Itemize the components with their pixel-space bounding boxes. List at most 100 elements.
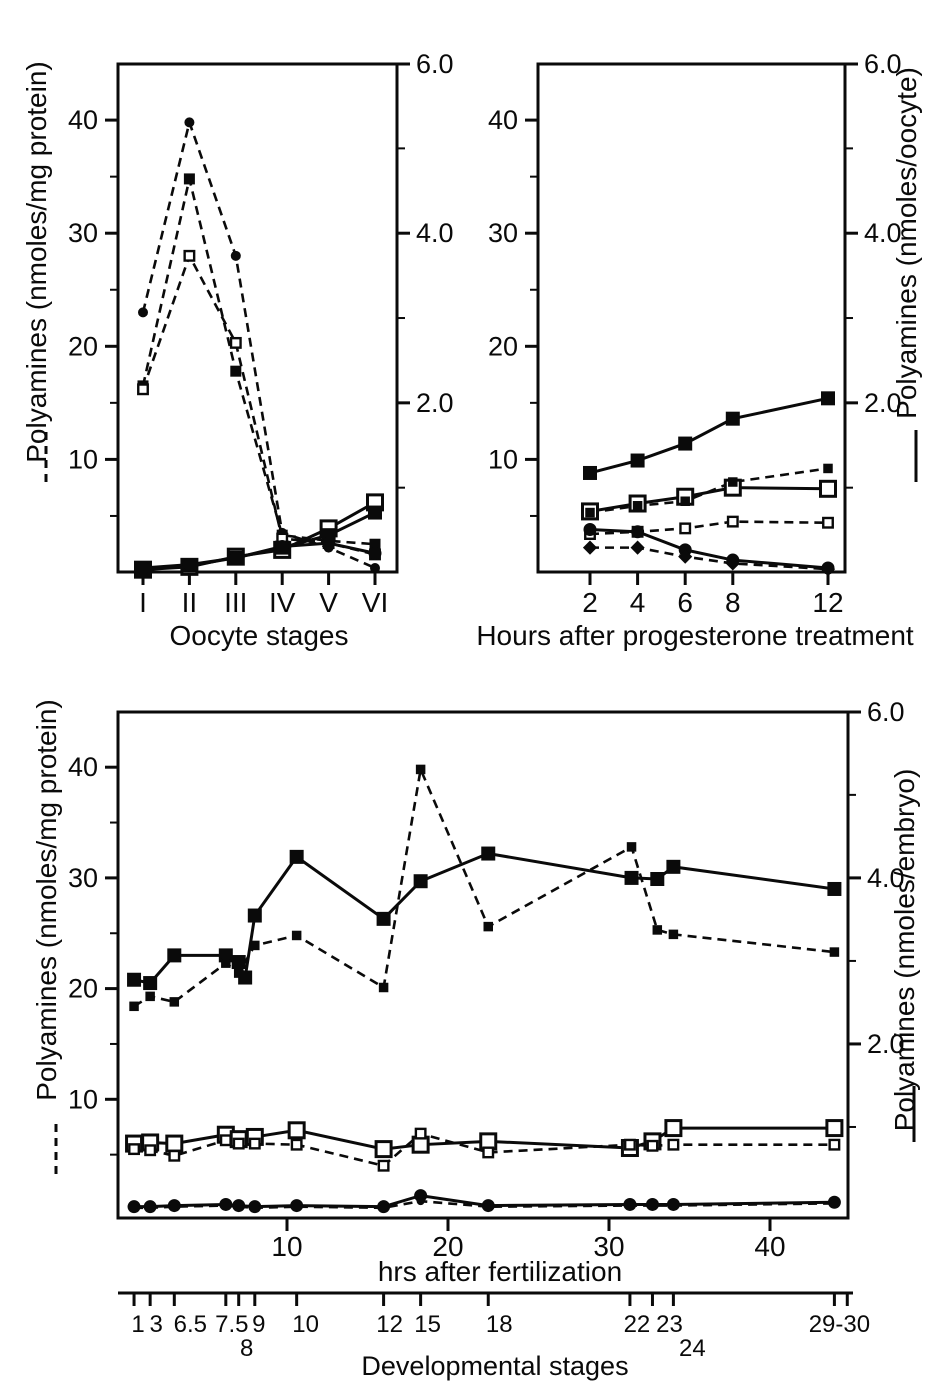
marker-diamond-filled-small [820,562,836,577]
x-tick-label: 20 [432,1231,463,1262]
marker-circle-filled-large [182,558,196,572]
marker-circle-filled-small [625,1201,634,1210]
y-left-tick-label: 10 [68,444,98,474]
marker-square-open-large [374,1140,393,1159]
marker-square-filled-large [666,859,681,874]
marker-square-filled-small [626,842,637,852]
marker-square-filled-large [289,849,304,864]
marker-square-filled-small [680,496,690,506]
marker-square-open-small [219,1134,232,1147]
marker-square-filled-medium [183,173,195,185]
marker-square-open-small [229,336,242,349]
marker-square-filled-large [231,955,246,970]
marker-circle-filled-large [368,546,382,560]
y-right-tick-label: 6.0 [867,697,905,727]
x-tick-label: 2 [582,587,598,618]
marker-square-filled-small [728,477,738,487]
marker-square-filled-small [129,1001,139,1012]
y-left-tick-label: 40 [68,752,98,782]
marker-square-open-small [414,1127,427,1140]
x-tick-label: 4 [630,587,646,618]
marker-circle-filled-large [631,525,645,539]
marker-square-filled-small [652,925,663,935]
marker-square-filled-large [650,872,665,887]
x-tick-label: 8 [725,587,741,618]
y-left-tick-label: 40 [488,105,518,135]
marker-square-open-small [137,383,149,396]
x-tick-label: II [182,587,198,618]
marker-square-open-small [290,1138,303,1151]
stage-tick-label: 8 [240,1335,253,1362]
y-right-tick-label: 6.0 [864,49,902,79]
marker-circle-filled-small [130,1203,139,1212]
stage-tick-label: 15 [414,1311,441,1338]
stage-tick-label: 1 [131,1311,144,1338]
y-right-tick-label: 2.0 [416,388,454,418]
marker-square-filled-small [823,463,833,474]
marker-circle-filled-large [275,539,289,553]
stage-tick-label: 3 [149,1311,162,1338]
x-tick-label: V [319,587,338,618]
marker-square-open-small [623,1138,636,1151]
y-left-axis-title: Polyamines (nmoles/mg protein) [31,699,62,1101]
marker-square-open-small [144,1144,157,1157]
marker-square-filled-large [481,846,496,861]
y-right-tick-label: 2.0 [867,1029,905,1059]
x-tick-label: 10 [271,1231,302,1262]
marker-square-filled-large [368,505,382,520]
oocyte-stages-panel-dashed-filled-circle-line [141,117,376,570]
progesterone-panel-dashed-filled-diamond-line [590,546,829,571]
marker-circle-filled-small [379,1203,388,1212]
marker-square-filled-large [583,465,597,480]
marker-circle-filled-medium [370,562,380,573]
marker-circle-filled-small [292,1202,301,1211]
marker-square-filled-small [829,947,840,957]
marker-diamond-filled-small [582,540,598,555]
y-right-axis-title: Polyamines (nmoles/embryo) [889,769,920,1132]
marker-square-filled-large [143,976,158,991]
oocyte-stages-panel-dashed-open-square-line [141,252,376,556]
oocyte-stages-panel-dashed-filled-square-line [141,178,376,546]
stage-tick-label: 22 [624,1311,651,1338]
marker-square-filled-small [378,982,389,993]
marker-circle-filled-large [136,561,150,575]
marker-square-open-small [679,522,692,535]
marker-square-filled-small [221,958,231,968]
marker-circle-filled-small [416,1197,425,1206]
marker-circle-filled-small [146,1203,155,1212]
marker-square-open-small [183,249,196,262]
y-right-tick-label: 4.0 [867,863,905,893]
y-right-tick-label: 6.0 [416,49,454,79]
x-tick-label: III [224,587,247,618]
marker-square-open-small [822,516,834,529]
marker-square-filled-large [821,391,835,406]
x-axis-title: Oocyte stages [170,620,349,651]
y-right-tick-label: 2.0 [864,388,902,418]
y-right-tick-label: 4.0 [864,218,902,248]
marker-diamond-filled-small [725,556,740,571]
oocyte-stages-panel-solid-filled-circle-line [142,541,376,570]
marker-square-open-small [726,515,739,528]
marker-square-open-large [819,479,837,498]
marker-circle-filled-small [221,1201,230,1210]
marker-circle-filled-small [484,1202,493,1211]
fertilization-panel-dashed-open-square-line [133,1132,835,1168]
marker-square-filled-small [415,764,426,775]
stage-axis-title: Developmental stages [361,1351,628,1381]
marker-square-filled-small [291,930,302,941]
marker-square-open-small [828,1138,841,1151]
x-tick-label: IV [269,587,296,618]
marker-circle-filled-large [322,536,336,550]
marker-square-open-small [482,1146,495,1159]
marker-square-filled-small [145,991,155,1002]
marker-square-open-small [646,1139,659,1152]
marker-square-open-small [232,1137,245,1150]
x-tick-label: 40 [754,1231,785,1262]
marker-square-open-small [667,1138,680,1151]
marker-circle-filled-medium [230,250,241,261]
marker-square-filled-large [376,911,391,926]
stage-tick-label: 24 [679,1335,706,1362]
marker-square-filled-small [668,929,679,940]
y-left-tick-label: 20 [488,331,518,361]
y-left-tick-label: 30 [68,218,98,248]
